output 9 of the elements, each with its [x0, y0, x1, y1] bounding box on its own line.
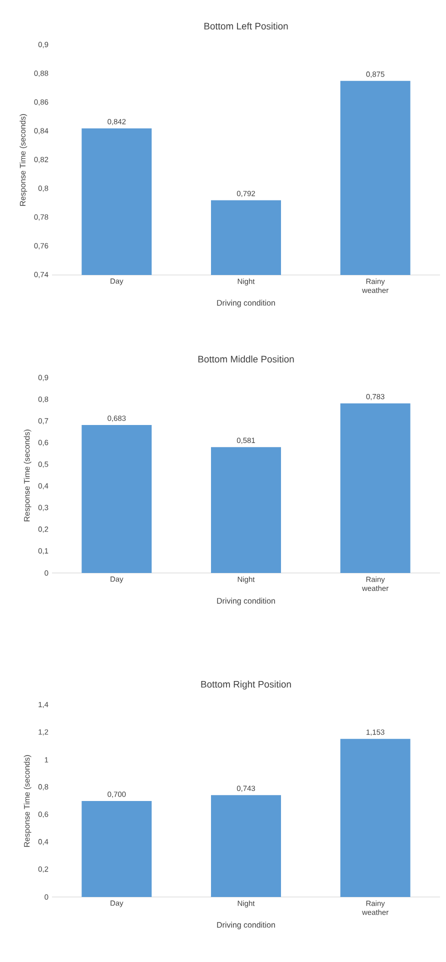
bar	[340, 738, 410, 897]
bar	[82, 800, 152, 897]
chart-title: Bottom Right Position	[201, 680, 291, 690]
chart-title: Bottom Left Position	[204, 22, 288, 30]
bar	[210, 795, 281, 897]
chart-title: Bottom Middle Position	[198, 356, 294, 362]
bar	[210, 447, 281, 573]
bar	[340, 403, 410, 573]
bar	[82, 425, 152, 573]
